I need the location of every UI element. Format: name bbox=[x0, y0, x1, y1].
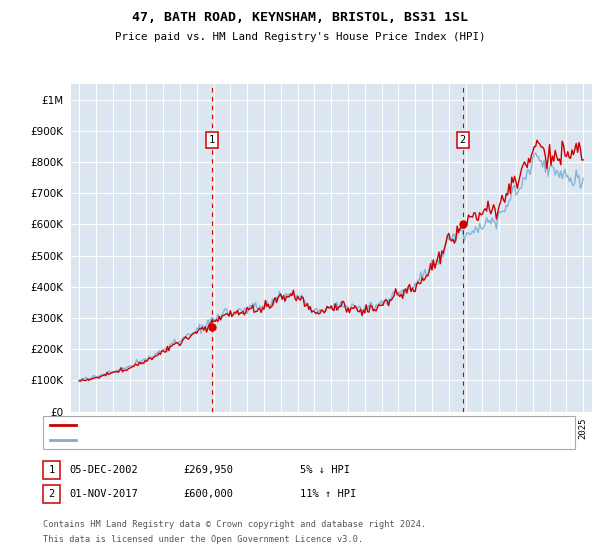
Text: £600,000: £600,000 bbox=[183, 489, 233, 499]
Text: This data is licensed under the Open Government Licence v3.0.: This data is licensed under the Open Gov… bbox=[43, 535, 364, 544]
Text: HPI: Average price, detached house, Bath and North East Somerset: HPI: Average price, detached house, Bath… bbox=[80, 436, 448, 445]
Text: Price paid vs. HM Land Registry's House Price Index (HPI): Price paid vs. HM Land Registry's House … bbox=[115, 32, 485, 42]
Text: 1: 1 bbox=[49, 465, 55, 475]
Text: 11% ↑ HPI: 11% ↑ HPI bbox=[300, 489, 356, 499]
Text: 47, BATH ROAD, KEYNSHAM, BRISTOL, BS31 1SL (detached house): 47, BATH ROAD, KEYNSHAM, BRISTOL, BS31 1… bbox=[80, 420, 419, 429]
Text: 2: 2 bbox=[49, 489, 55, 499]
Text: 47, BATH ROAD, KEYNSHAM, BRISTOL, BS31 1SL: 47, BATH ROAD, KEYNSHAM, BRISTOL, BS31 1… bbox=[132, 11, 468, 24]
Text: £269,950: £269,950 bbox=[183, 465, 233, 475]
Text: 5% ↓ HPI: 5% ↓ HPI bbox=[300, 465, 350, 475]
Text: 05-DEC-2002: 05-DEC-2002 bbox=[69, 465, 138, 475]
Text: 2: 2 bbox=[460, 135, 466, 145]
Text: 1: 1 bbox=[209, 135, 215, 145]
Text: Contains HM Land Registry data © Crown copyright and database right 2024.: Contains HM Land Registry data © Crown c… bbox=[43, 520, 427, 529]
Text: 01-NOV-2017: 01-NOV-2017 bbox=[69, 489, 138, 499]
